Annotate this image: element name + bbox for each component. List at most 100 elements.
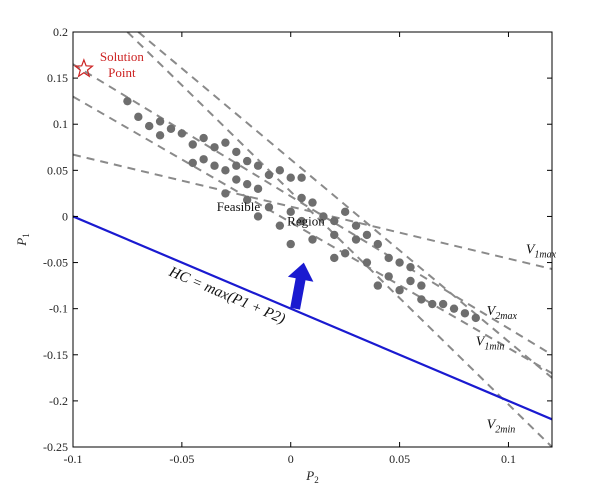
bound-line-B5	[137, 32, 552, 379]
feasible-point	[253, 212, 263, 221]
x-tick-label: 0	[288, 452, 294, 466]
feasible-point	[177, 129, 187, 138]
feasible-point	[242, 195, 252, 205]
feasible-point	[373, 239, 383, 249]
y-tick-label: -0.1	[49, 302, 68, 316]
feasible-point	[166, 124, 176, 134]
feasible-region-label-line2: Region	[287, 214, 325, 229]
feasible-point	[308, 198, 317, 207]
feasible-point	[449, 304, 459, 313]
x-tick-label: 0.1	[501, 452, 516, 466]
x-tick-label: 0.05	[389, 452, 410, 466]
feasible-point	[221, 189, 230, 198]
feasible-point	[188, 140, 197, 149]
hc-line-label: HC = max(P1 + P2)	[166, 264, 288, 328]
bound-label-V2min: V2min	[487, 418, 516, 436]
feasible-point	[199, 133, 208, 143]
bound-label-V1max: V1max	[526, 242, 557, 260]
feasible-point	[438, 299, 448, 309]
feasible-point	[199, 155, 208, 164]
feasible-point	[221, 166, 230, 175]
y-tick-label: 0	[62, 209, 68, 223]
bound-label-V1min: V1min	[476, 335, 505, 353]
feasible-point	[253, 161, 263, 170]
feasible-point	[297, 193, 306, 203]
feasible-point	[134, 112, 143, 122]
solution-label: Point	[108, 65, 136, 80]
feasible-point	[406, 276, 415, 286]
feasible-points	[123, 96, 480, 323]
hc-line-layer	[73, 215, 552, 421]
y-tick-label: 0.2	[53, 25, 68, 39]
bound-label-V2max: V2max	[487, 304, 518, 322]
feasible-point	[340, 249, 350, 258]
feasible-point	[395, 258, 404, 267]
y-tick-label: 0.05	[47, 163, 68, 177]
feasible-point	[275, 221, 285, 230]
feasible-point	[286, 173, 295, 182]
bound-line-V1min	[73, 95, 552, 375]
y-tick-label: 0.15	[47, 71, 68, 85]
feasible-point	[373, 281, 383, 290]
feasible-point	[232, 175, 241, 184]
x-tick-label: -0.1	[64, 452, 83, 466]
plot-frame	[72, 31, 553, 448]
feasible-point	[155, 117, 165, 126]
feasible-point	[351, 235, 361, 244]
bound-labels: V1max V2max V1min V2min	[476, 242, 557, 435]
feasible-point	[417, 295, 426, 304]
arrow-layer	[287, 262, 314, 310]
feasible-point	[264, 203, 274, 212]
feasible-point	[123, 96, 132, 106]
y-tick-label: -0.05	[43, 256, 68, 270]
hc-line	[73, 215, 552, 421]
feasible-point	[417, 281, 426, 290]
feasible-point	[242, 179, 252, 189]
feasible-point	[232, 161, 241, 170]
feasible-point	[460, 309, 470, 318]
feasible-point	[395, 286, 404, 295]
feasible-point	[210, 161, 219, 170]
feasible-point	[221, 138, 230, 147]
feasible-point	[275, 166, 285, 175]
y-tick-label: -0.15	[43, 348, 68, 362]
feasible-point	[264, 170, 274, 180]
feasible-point	[210, 143, 219, 152]
x-axis-label: P2	[305, 468, 318, 485]
feasible-point	[253, 184, 263, 193]
y-tick-label: -0.2	[49, 394, 68, 408]
y-tick-label: 0.1	[53, 117, 68, 131]
feasible-point	[242, 156, 252, 166]
feasible-point	[406, 262, 415, 272]
feasible-point	[188, 158, 197, 168]
x-tick-label: -0.05	[169, 452, 194, 466]
feasible-point	[145, 121, 154, 131]
feasible-point	[155, 131, 165, 140]
feasible-point	[362, 230, 372, 240]
feasible-point	[471, 313, 480, 323]
feasible-point	[340, 207, 350, 217]
feasible-point	[308, 235, 317, 244]
feasible-point	[319, 212, 328, 221]
feasible-point	[330, 230, 339, 240]
y-tick-label: -0.25	[43, 440, 68, 454]
solution-star-icon	[73, 58, 94, 78]
direction-arrow	[287, 262, 314, 310]
feasible-point	[384, 272, 393, 281]
feasible-point	[330, 216, 339, 226]
bound-lines	[73, 32, 552, 447]
bound-line-V2max	[73, 63, 552, 356]
feasible-point	[384, 253, 393, 263]
feasible-point	[297, 216, 306, 226]
axis-ticks: -0.1 -0.05 0 0.05 0.1 0.2 0.15 0.1 0.05 0 -0.05 -0.…	[43, 25, 552, 466]
feasible-point	[428, 299, 437, 309]
bound-line-V1max	[73, 153, 552, 270]
feasible-point	[297, 173, 306, 182]
bound-line-V2min	[126, 32, 552, 447]
feasible-region-label-line1: Feasible	[217, 199, 261, 214]
feasible-point	[286, 239, 295, 249]
feasible-point	[330, 253, 339, 263]
feasible-point	[232, 147, 241, 157]
feasible-point	[286, 207, 295, 217]
